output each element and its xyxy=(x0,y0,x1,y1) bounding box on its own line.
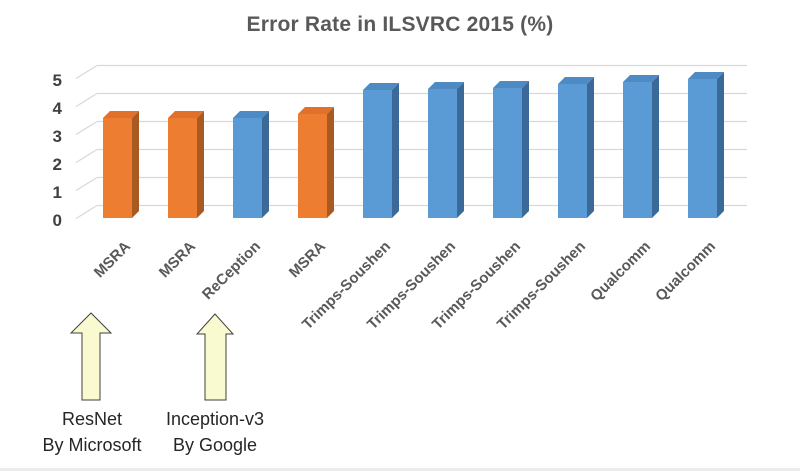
bar-side-face xyxy=(717,72,724,218)
bar-front-face xyxy=(493,87,522,218)
annotation-line: ResNet xyxy=(61,409,123,429)
bar-side-face xyxy=(197,111,204,218)
bar-side-face xyxy=(132,111,139,218)
image-bottom-edge xyxy=(0,468,800,471)
bar-trimps-soushen xyxy=(493,80,529,218)
bar-front-face xyxy=(623,81,652,218)
bar-side-face xyxy=(457,82,464,218)
y-tick-label: 4 xyxy=(52,99,62,118)
y-tick-label: 2 xyxy=(52,155,62,174)
annotation-resnet: ResNet By Microsoft xyxy=(12,406,172,458)
bar-msra xyxy=(298,107,334,218)
y-tick-label: 1 xyxy=(52,183,62,202)
bar-qualcomm xyxy=(623,74,659,218)
bar-front-face xyxy=(363,89,392,218)
bar-front-face xyxy=(558,83,587,218)
bar-trimps-soushen xyxy=(428,82,464,218)
bar-front-face xyxy=(428,89,457,218)
annotation-line: By Microsoft xyxy=(42,435,142,455)
bar-qualcomm xyxy=(688,72,724,218)
chart-title: Error Rate in ILSVRC 2015 (%) xyxy=(246,13,554,36)
bar-front-face xyxy=(168,118,197,218)
bar-side-face xyxy=(587,76,594,218)
annotation-line: By Google xyxy=(172,435,258,455)
bar-msra xyxy=(168,111,204,218)
bar-side-face xyxy=(327,107,334,218)
bar-side-face xyxy=(262,110,269,218)
bar-front-face xyxy=(298,114,327,218)
bar-side-face xyxy=(652,74,659,218)
annotation-inception: Inception-v3 By Google xyxy=(135,406,295,458)
bar-side-face xyxy=(522,80,529,218)
bar-front-face xyxy=(103,118,132,218)
y-tick-label: 5 xyxy=(52,71,62,90)
bar-msra xyxy=(103,111,139,218)
y-tick-label: 0 xyxy=(52,211,62,230)
bar-front-face xyxy=(688,79,717,218)
bar-front-face xyxy=(233,117,262,218)
bar-trimps-soushen xyxy=(558,76,594,218)
annotation-line: Inception-v3 xyxy=(165,409,265,429)
y-tick-label: 3 xyxy=(52,127,62,146)
bar-reception xyxy=(233,110,269,218)
bar-side-face xyxy=(392,82,399,218)
bar-trimps-soushen xyxy=(363,82,399,218)
